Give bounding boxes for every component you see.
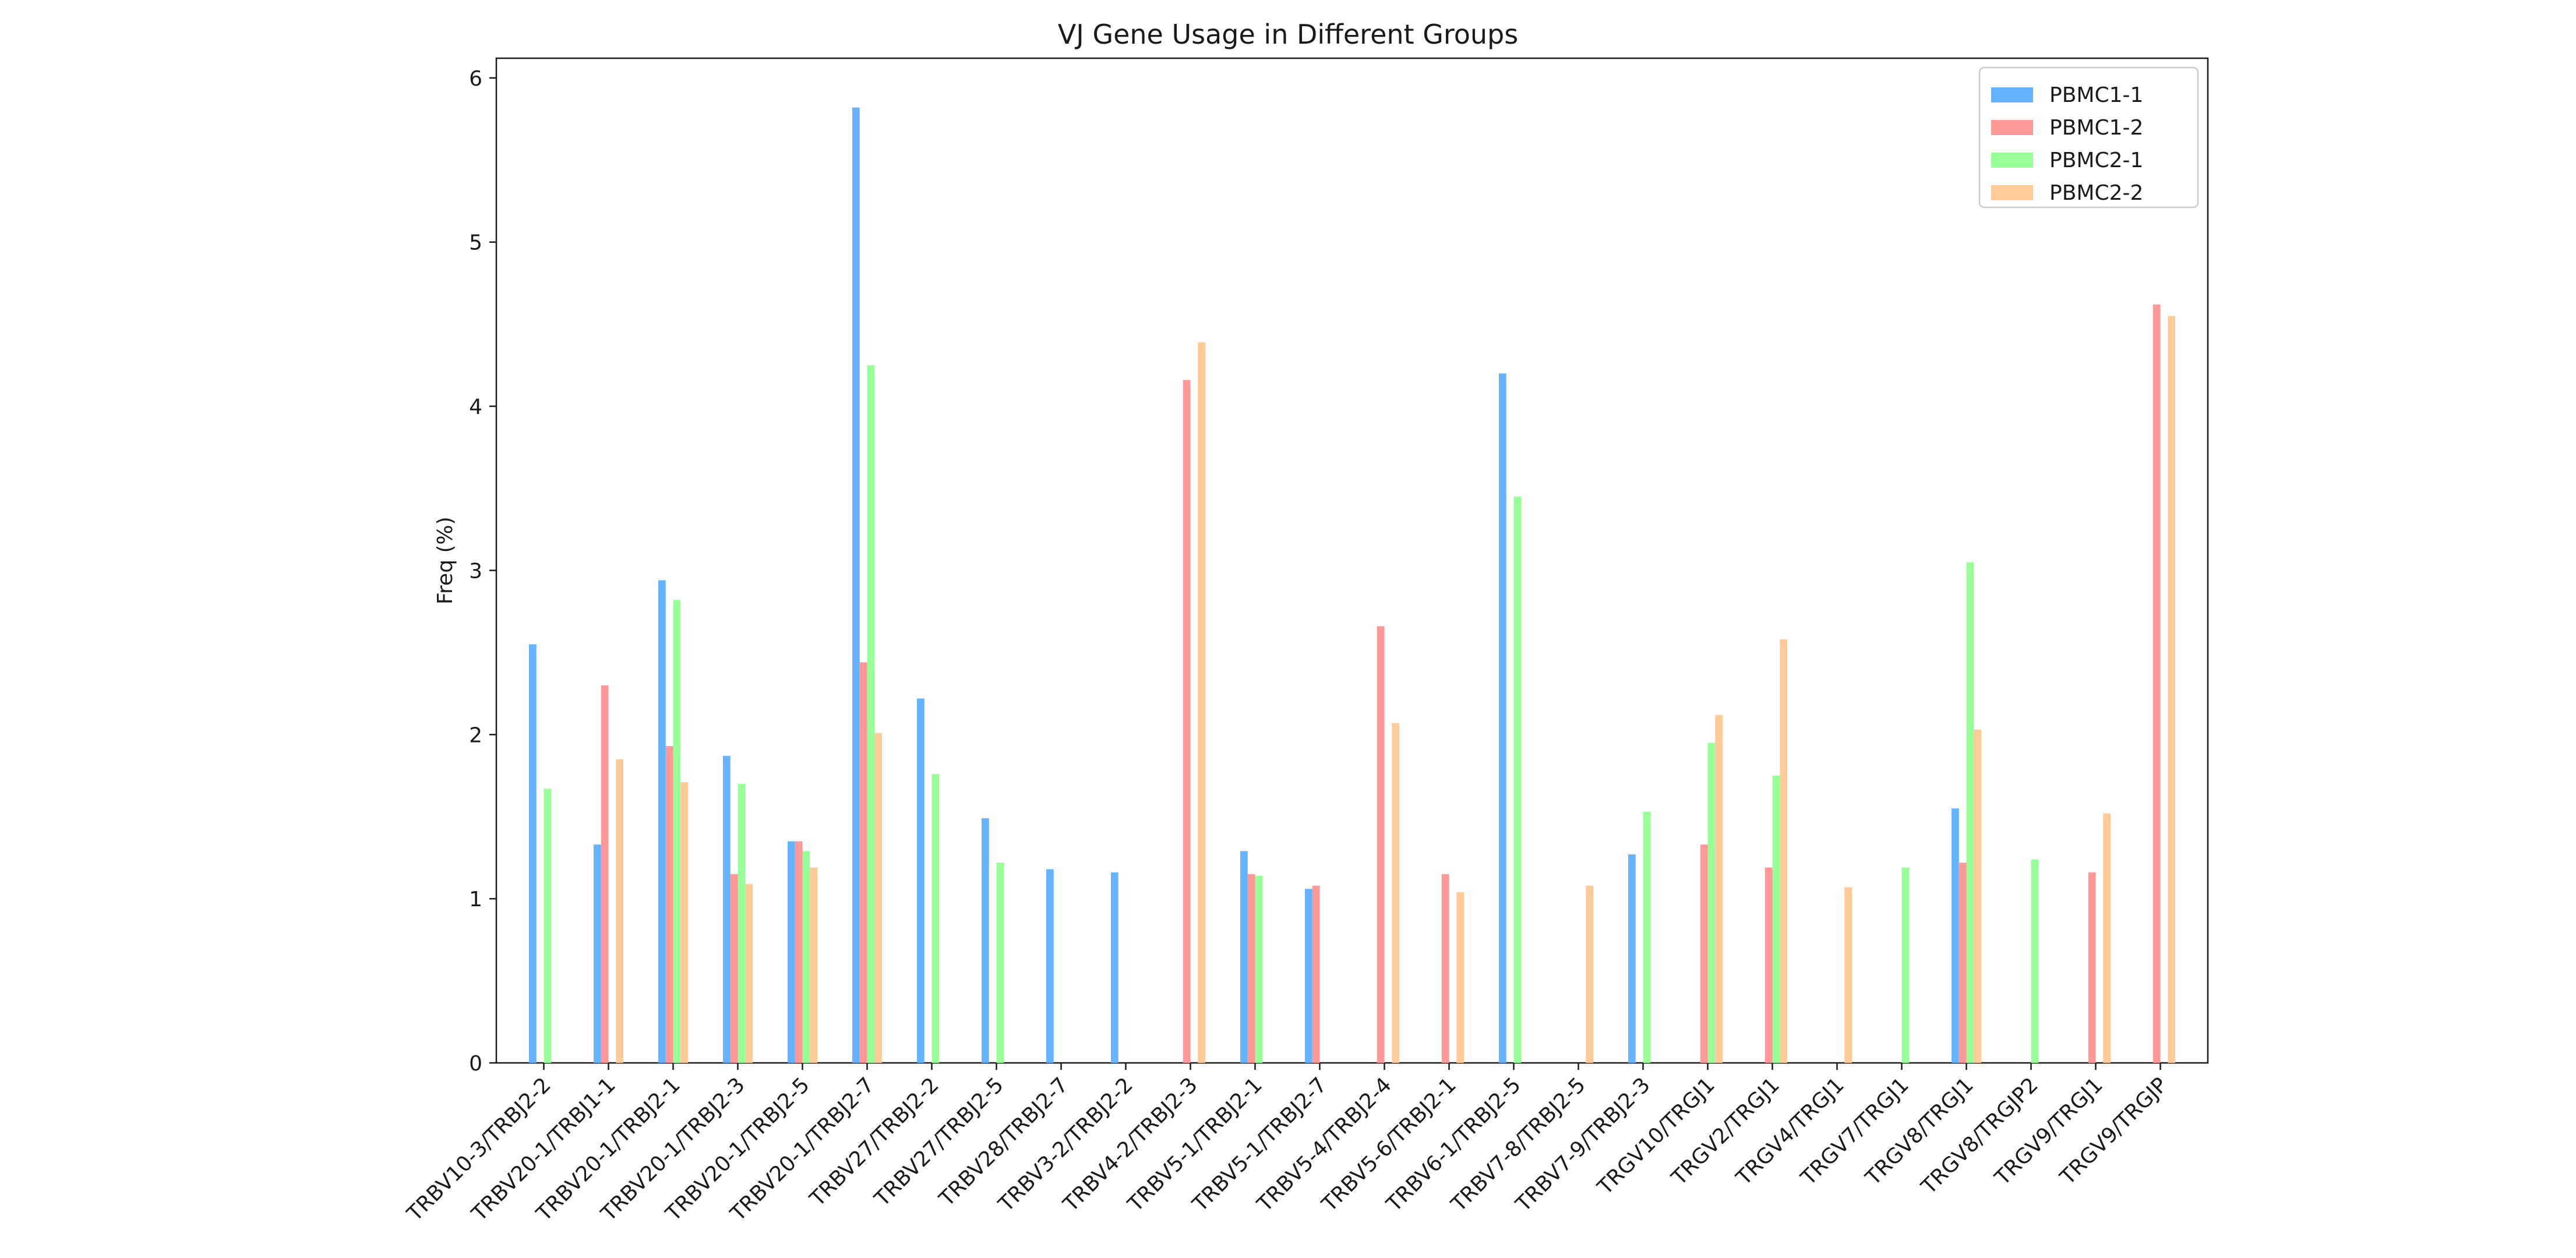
bar-pbmc1-1-15 xyxy=(1498,373,1506,1063)
bar-pbmc1-1-3 xyxy=(722,755,731,1063)
legend-box xyxy=(1978,66,2199,209)
bar-pbmc2-1-6 xyxy=(931,773,940,1063)
bar-pbmc1-2-11 xyxy=(1247,874,1255,1063)
bar-pbmc2-2-20 xyxy=(1844,887,1852,1063)
bar-pbmc1-1-6 xyxy=(916,698,924,1063)
legend-swatch-pbmc2-2 xyxy=(1991,185,2033,200)
bar-pbmc2-2-10 xyxy=(1198,342,1206,1063)
legend-label-pbmc2-2: PBMC2-2 xyxy=(2049,181,2143,205)
bar-pbmc1-2-22 xyxy=(1959,863,1967,1063)
bar-pbmc2-1-7 xyxy=(996,863,1004,1063)
bar-pbmc1-2-13 xyxy=(1377,626,1385,1063)
chart-title: VJ Gene Usage in Different Groups xyxy=(1058,19,1518,50)
bar-pbmc1-1-5 xyxy=(852,107,860,1063)
bar-pbmc1-1-9 xyxy=(1110,872,1118,1063)
bar-pbmc2-2-19 xyxy=(1780,639,1788,1063)
legend-swatch-pbmc1-1 xyxy=(1991,87,2033,103)
bar-pbmc2-1-4 xyxy=(802,851,810,1063)
y-tick-label: 4 xyxy=(469,395,482,419)
bar-pbmc2-2-4 xyxy=(810,867,818,1063)
y-tick-label: 3 xyxy=(469,559,482,583)
bar-pbmc1-2-4 xyxy=(795,841,803,1063)
legend-swatch-pbmc2-1 xyxy=(1991,153,2033,168)
y-axis-label: Freq (%) xyxy=(433,517,457,605)
legend: PBMC1-1 PBMC1-2 PBMC2-1 PBMC2-2 xyxy=(1978,66,2199,209)
bar-pbmc1-2-14 xyxy=(1441,874,1449,1063)
bar-pbmc1-1-12 xyxy=(1304,889,1312,1063)
plot-area xyxy=(495,57,2209,1064)
y-axis-ticks: 0 1 2 3 4 5 6 xyxy=(469,67,496,1076)
bar-pbmc1-2-24 xyxy=(2088,872,2096,1063)
bar-pbmc1-1-2 xyxy=(658,580,666,1063)
bar-pbmc1-1-17 xyxy=(1628,854,1636,1063)
bar-pbmc1-1-7 xyxy=(981,818,989,1063)
bar-pbmc1-1-22 xyxy=(1951,808,1959,1063)
legend-label-pbmc1-2: PBMC1-2 xyxy=(2049,116,2143,140)
legend-label-pbmc2-1: PBMC2-1 xyxy=(2049,149,2143,172)
bar-pbmc2-2-22 xyxy=(1974,729,1982,1063)
bar-pbmc2-1-23 xyxy=(2031,859,2039,1063)
x-tick-label: TRGV8/TRGJP2 xyxy=(1917,1073,2043,1199)
bar-pbmc2-1-22 xyxy=(1966,562,1974,1063)
x-tick-label: TRGV10/TRGJ1 xyxy=(1593,1073,1720,1200)
bar-pbmc2-1-15 xyxy=(1513,496,1522,1063)
bar-pbmc1-2-5 xyxy=(859,662,867,1063)
bar-pbmc1-2-3 xyxy=(730,874,738,1063)
bar-pbmc2-2-25 xyxy=(2168,316,2176,1063)
bar-pbmc2-1-2 xyxy=(673,600,681,1063)
bar-pbmc1-2-19 xyxy=(1765,867,1773,1063)
plot-frame xyxy=(495,57,2209,1064)
bar-pbmc2-2-1 xyxy=(616,759,624,1063)
legend-label-pbmc1-1: PBMC1-1 xyxy=(2049,83,2143,107)
x-axis-ticks: TRBV10-3/TRBJ2-2TRBV20-1/TRBJ1-1TRBV20-1… xyxy=(403,1063,2172,1227)
bar-pbmc1-1-4 xyxy=(787,841,795,1063)
legend-swatch-pbmc1-2 xyxy=(1991,120,2033,135)
bar-pbmc1-2-1 xyxy=(601,685,609,1063)
bar-pbmc2-2-18 xyxy=(1715,715,1723,1063)
y-tick-label: 0 xyxy=(469,1052,482,1076)
bar-pbmc2-1-0 xyxy=(544,789,552,1063)
bar-pbmc2-2-16 xyxy=(1586,885,1594,1063)
bar-pbmc1-2-12 xyxy=(1312,885,1320,1063)
bar-pbmc2-2-2 xyxy=(680,782,689,1063)
bar-pbmc1-2-25 xyxy=(2152,304,2161,1063)
bar-pbmc2-1-19 xyxy=(1772,775,1780,1063)
bar-pbmc2-2-14 xyxy=(1456,892,1465,1063)
bar-pbmc2-1-11 xyxy=(1255,875,1263,1063)
bar-pbmc2-1-18 xyxy=(1707,743,1716,1063)
y-tick-label: 1 xyxy=(469,888,482,911)
bar-pbmc1-2-2 xyxy=(665,746,673,1063)
bar-pbmc1-2-10 xyxy=(1183,380,1191,1063)
bars-group xyxy=(528,107,2176,1063)
bar-pbmc1-1-11 xyxy=(1240,851,1248,1063)
bar-pbmc2-2-3 xyxy=(745,884,753,1063)
bar-pbmc2-1-3 xyxy=(737,783,746,1063)
y-tick-label: 5 xyxy=(469,231,482,255)
bar-pbmc2-2-24 xyxy=(2103,813,2111,1063)
y-tick-label: 6 xyxy=(469,67,482,91)
bar-pbmc2-2-5 xyxy=(874,733,883,1063)
bar-pbmc1-1-0 xyxy=(528,644,537,1063)
bar-pbmc2-1-21 xyxy=(1901,867,1910,1063)
y-tick-label: 2 xyxy=(469,723,482,747)
bar-pbmc1-2-18 xyxy=(1700,844,1708,1063)
bar-pbmc2-1-17 xyxy=(1643,811,1651,1063)
bar-pbmc1-1-1 xyxy=(593,844,601,1063)
bar-pbmc1-1-8 xyxy=(1046,869,1054,1063)
bar-pbmc2-1-5 xyxy=(867,365,875,1063)
bar-pbmc2-2-13 xyxy=(1392,723,1400,1063)
